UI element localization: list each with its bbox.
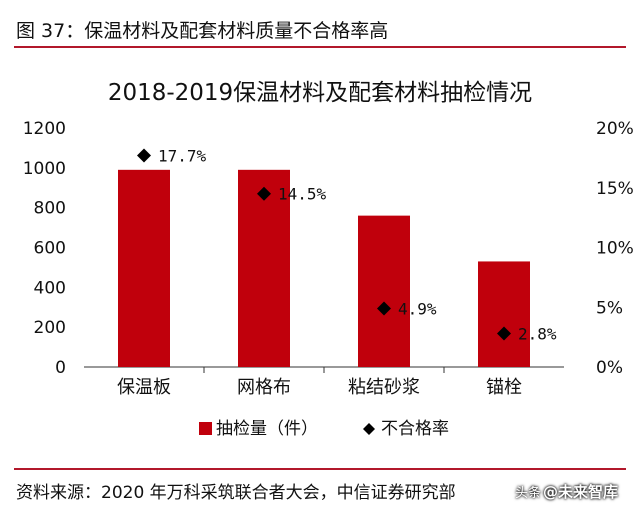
y-right-tick-label: 15% [596, 179, 634, 199]
rate-marker-2 [377, 301, 391, 316]
figure-header: 图 37：保温材料及配套材料质量不合格率高 [14, 10, 626, 48]
rate-data-label: 4.9% [398, 299, 437, 318]
legend-bar-label: 抽检量（件） [216, 419, 318, 439]
x-category-label: 粘结砂浆 [348, 377, 420, 398]
y-left-tick-label: 400 [34, 278, 66, 298]
watermark-text: @未来智库 [542, 483, 618, 501]
rate-marker-1 [257, 186, 271, 201]
footer-rule [14, 468, 626, 470]
figure-title: 图 37：保温材料及配套材料质量不合格率高 [16, 20, 389, 42]
y-right-tick-label: 5% [596, 298, 623, 318]
figure-footer: 资料来源：2020 年万科采筑联合者大会，中信证券研究部 头条 @未来智库 [14, 468, 626, 508]
bar-1 [238, 169, 290, 367]
axes: 0 200 400 600 800 1000 1200 0% 5% 10% 15% 20% [23, 119, 634, 378]
bar-3 [478, 261, 530, 367]
rate-data-label: 14.5% [278, 185, 327, 204]
legend-rate-label: 不合格率 [381, 419, 449, 439]
watermark: 头条 @未来智库 [515, 481, 618, 502]
legend: 抽检量（件） 不合格率 [199, 419, 449, 439]
bar-0 [118, 169, 170, 367]
chart-title: 2018-2019保温材料及配套材料抽检情况 [108, 80, 532, 106]
bar-2 [358, 215, 410, 367]
legend-diamond-icon [363, 423, 375, 435]
rate-series: 17.7% 14.5% 4.9% 2.8% [137, 146, 557, 344]
y-right-tick-label: 20% [596, 119, 634, 139]
x-category-label: 锚栓 [486, 377, 522, 398]
rate-marker-0 [137, 148, 151, 163]
rate-data-label: 2.8% [518, 325, 557, 344]
source-note: 资料来源：2020 年万科采筑联合者大会，中信证券研究部 [16, 483, 456, 503]
rate-marker-3 [497, 326, 511, 341]
header-rule [14, 46, 626, 48]
y-left-tick-label: 800 [34, 199, 66, 219]
y-left-tick-label: 1000 [23, 159, 66, 179]
bar-series [118, 169, 530, 367]
y-left-tick-label: 600 [34, 239, 66, 259]
x-category-label: 保温板 [117, 377, 171, 398]
y-right-tick-label: 0% [596, 358, 623, 378]
y-left-tick-label: 1200 [23, 119, 66, 139]
legend-bar-swatch [199, 422, 212, 435]
y-right-tick-label: 10% [596, 239, 634, 259]
y-left-tick-label: 0 [55, 358, 66, 378]
watermark-prefix: 头条 [514, 486, 541, 501]
x-category-label: 网格布 [237, 377, 291, 398]
x-axis-labels: 保温板 网格布 粘结砂浆 锚栓 [117, 377, 522, 398]
y-left-tick-label: 200 [34, 318, 66, 338]
rate-data-label: 17.7% [158, 146, 207, 165]
